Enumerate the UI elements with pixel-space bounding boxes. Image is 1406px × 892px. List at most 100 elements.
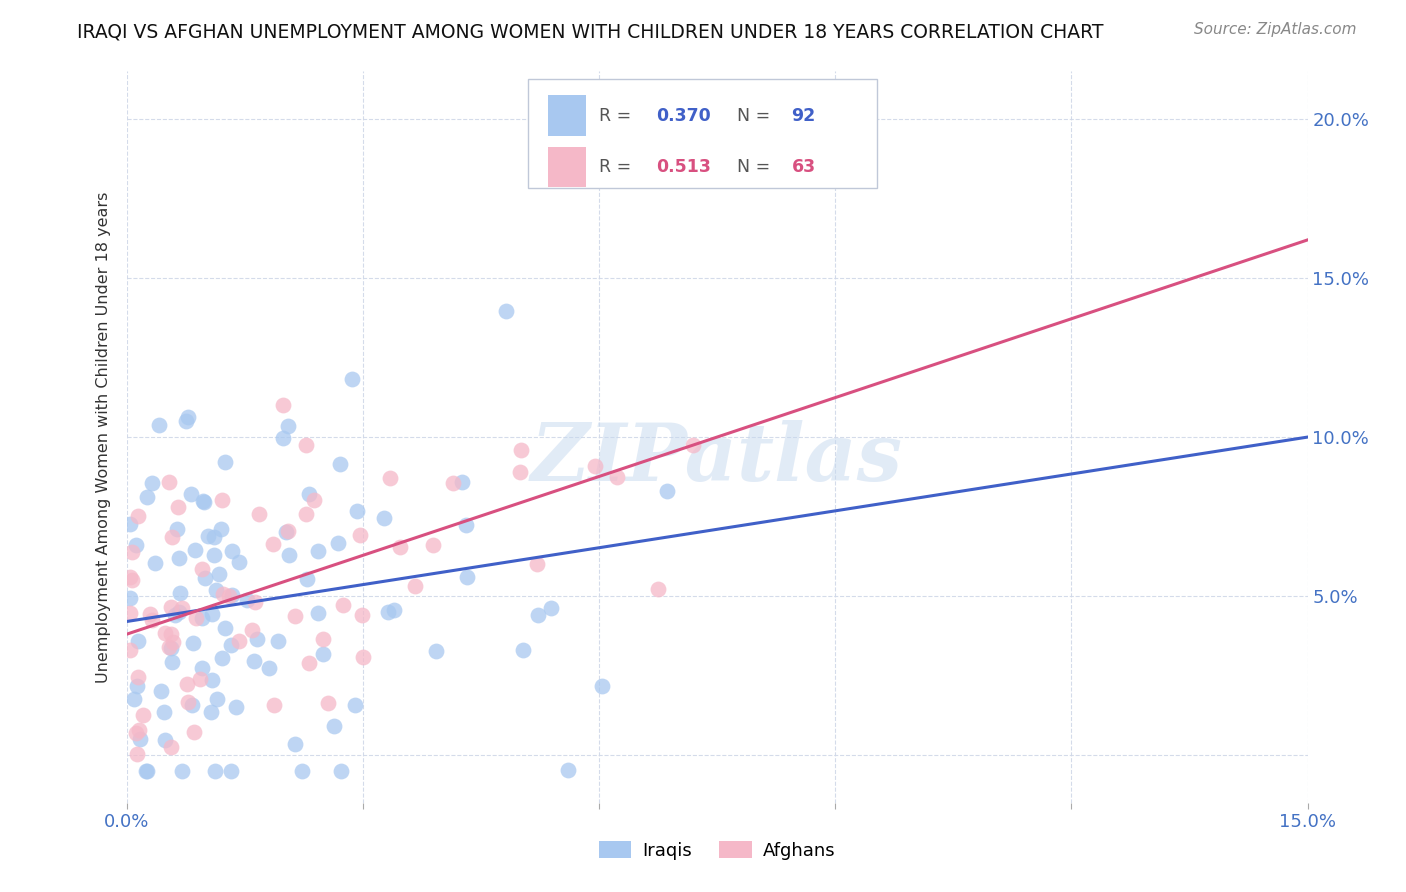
Point: [212, 587, 235, 601]
Point: [181, 636, 204, 650]
Point: [349, 527, 371, 541]
Point: [540, 600, 562, 615]
Point: [352, 650, 374, 665]
Point: [139, 607, 162, 621]
Point: [380, 471, 402, 485]
Point: [340, 372, 363, 386]
Point: [159, 740, 181, 755]
Text: R =: R =: [599, 158, 637, 176]
Point: [495, 303, 517, 318]
Point: [509, 466, 531, 480]
Point: [180, 487, 202, 501]
Point: [125, 726, 148, 740]
Point: [291, 764, 314, 778]
Point: [194, 571, 217, 585]
Point: [120, 517, 142, 532]
Point: [205, 583, 228, 598]
Point: [422, 538, 444, 552]
Point: [657, 483, 679, 498]
FancyBboxPatch shape: [548, 95, 586, 136]
Point: [190, 562, 212, 576]
Text: N =: N =: [737, 158, 776, 176]
Point: [512, 643, 534, 657]
Point: [174, 414, 197, 428]
Point: [591, 679, 613, 693]
Point: [330, 764, 353, 778]
Point: [153, 733, 176, 747]
Point: [172, 764, 194, 778]
Point: [191, 660, 214, 674]
Point: [177, 695, 200, 709]
Text: 0.513: 0.513: [655, 158, 710, 176]
Point: [177, 410, 200, 425]
Point: [205, 692, 228, 706]
Point: [157, 475, 180, 489]
Point: [382, 603, 405, 617]
Legend: Iraqis, Afghans: Iraqis, Afghans: [592, 834, 842, 867]
Point: [526, 557, 548, 571]
Point: [510, 443, 533, 458]
Point: [162, 655, 184, 669]
Point: [166, 500, 188, 514]
Point: [214, 455, 236, 469]
Point: [263, 698, 285, 713]
Point: [204, 764, 226, 778]
Point: [149, 684, 172, 698]
Point: [163, 608, 186, 623]
Point: [160, 640, 183, 655]
Y-axis label: Unemployment Among Women with Children Under 18 years: Unemployment Among Women with Children U…: [96, 192, 111, 682]
Point: [211, 650, 233, 665]
Point: [121, 545, 143, 559]
Point: [218, 589, 240, 603]
Point: [166, 522, 188, 536]
Point: [373, 511, 395, 525]
Point: [188, 672, 211, 686]
Point: [284, 608, 307, 623]
Point: [389, 540, 412, 554]
Point: [129, 732, 152, 747]
Point: [284, 737, 307, 751]
Point: [456, 517, 478, 532]
Point: [202, 530, 225, 544]
Text: 92: 92: [792, 107, 815, 125]
Point: [350, 608, 373, 623]
Point: [152, 705, 174, 719]
Point: [214, 621, 236, 635]
Point: [211, 493, 233, 508]
Point: [323, 719, 346, 733]
Point: [157, 640, 180, 655]
Point: [316, 697, 339, 711]
Point: [120, 591, 142, 605]
Point: [247, 507, 270, 521]
Point: [120, 570, 142, 584]
Point: [186, 611, 208, 625]
Point: [172, 601, 194, 615]
Point: [295, 507, 318, 521]
Point: [225, 700, 247, 714]
Point: [200, 705, 222, 719]
Point: [162, 530, 184, 544]
Point: [307, 544, 329, 558]
Point: [176, 677, 198, 691]
Point: [221, 588, 243, 602]
Point: [167, 605, 190, 619]
Point: [219, 764, 242, 778]
Point: [128, 723, 150, 737]
Point: [228, 555, 250, 569]
Point: [271, 398, 294, 412]
Point: [295, 438, 318, 452]
Point: [585, 458, 607, 473]
Point: [135, 764, 157, 778]
Point: [181, 698, 204, 713]
Point: [277, 419, 299, 434]
Point: [312, 632, 335, 647]
Point: [267, 634, 290, 648]
Point: [193, 495, 215, 509]
Point: [277, 524, 299, 538]
Point: [155, 626, 177, 640]
Point: [343, 698, 366, 712]
Point: [682, 438, 704, 452]
Point: [120, 642, 142, 657]
Point: [404, 579, 426, 593]
Point: [127, 508, 149, 523]
